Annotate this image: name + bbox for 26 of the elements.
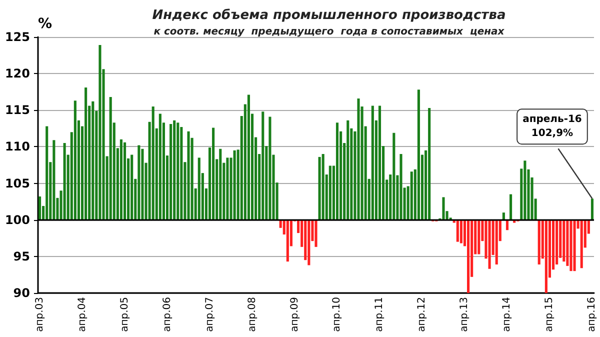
x-tick-label: апр.07 <box>204 297 216 332</box>
x-tick-label: апр.13 <box>459 297 470 332</box>
y-tick-label: 105 <box>4 176 30 190</box>
y-axis-title: % <box>38 16 52 32</box>
x-tick-label: апр.12 <box>416 297 428 332</box>
chart-subtitle: к соотв. месяцу предыдущего года в сопоставимых ценах <box>154 26 505 38</box>
y-tick-label: 110 <box>4 140 30 154</box>
y-tick-label: 120 <box>4 66 30 81</box>
x-tick-label: апр.03 <box>34 297 46 332</box>
x-tick-label: апр.10 <box>332 297 343 332</box>
x-tick-label: апр.05 <box>119 297 130 332</box>
x-tick-label: апр.16 <box>586 297 598 332</box>
x-tick-label: апр.06 <box>162 297 173 332</box>
y-tick-label: 100 <box>4 212 30 227</box>
y-tick-label: 90 <box>13 286 30 300</box>
y-tick-label: 115 <box>4 103 30 118</box>
x-tick-label: апр.11 <box>374 297 386 332</box>
annotation: апрель-16 102,9% <box>522 114 582 140</box>
x-tick-label: апр.04 <box>76 297 88 332</box>
y-tick-label: 95 <box>13 249 30 264</box>
y-tick-label: 125 <box>4 30 30 44</box>
x-tick-label: апр.15 <box>544 297 556 332</box>
x-tick-label: апр.09 <box>289 297 300 332</box>
chart-title: Индекс объема промышленного производства <box>152 8 506 23</box>
x-tick-label: апр.14 <box>502 297 513 332</box>
x-tick-label: апр.08 <box>246 297 258 332</box>
